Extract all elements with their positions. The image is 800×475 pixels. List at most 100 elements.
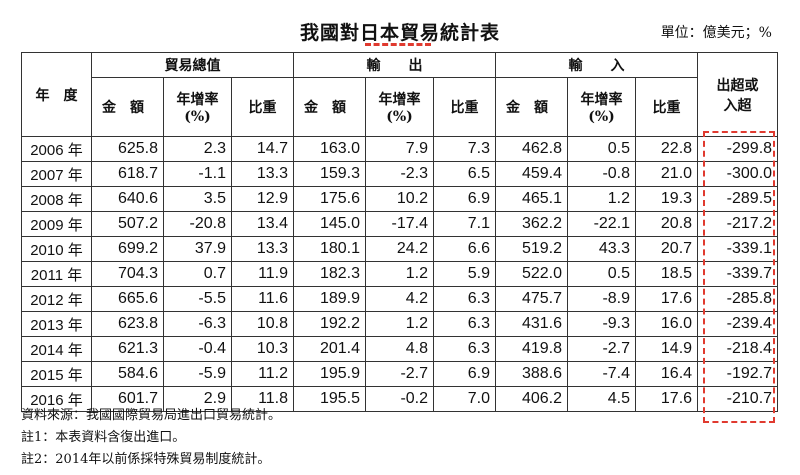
cell-import-amount: 459.4 (495, 161, 569, 187)
cell-year: 2013 年 (21, 311, 92, 337)
header-total-share: 比重 (230, 77, 295, 137)
table-row: 2012 年 665.6 -5.5 11.6 189.9 4.2 6.3 475.7 -8.9 1… (21, 286, 779, 312)
cell-import-amount: 519.2 (495, 236, 569, 262)
cell-total-share: 10.8 (230, 311, 295, 337)
table-row: 2008 年 640.6 3.5 12.9 175.6 10.2 6.9 465.1 1.2 19… (21, 186, 779, 212)
growth-label: 年增率 (176, 92, 219, 108)
header-surplus-line1: 出超或 (716, 77, 759, 94)
header-import-share: 比重 (635, 77, 699, 137)
cell-export-amount: 195.9 (293, 361, 367, 387)
cell-import-amount: 462.8 (495, 136, 569, 162)
unit-label: 單位：億美元；% (660, 25, 772, 41)
cell-total-growth: -6.3 (163, 311, 232, 337)
header-export-amount: 金 額 (293, 77, 367, 137)
trade-table: 年 度 貿易總值 輸 出 輸 入 出超或 入超 金 額 年增率 (%) 比重 金 … (21, 52, 779, 412)
growth-label: 年增率 (378, 92, 421, 108)
cell-export-amount: 201.4 (293, 336, 367, 362)
cell-import-amount: 419.8 (495, 336, 569, 362)
header-export-growth: 年增率 (%) (365, 77, 435, 137)
cell-total-amount: 625.8 (91, 136, 164, 162)
cell-import-growth: -8.9 (567, 286, 637, 312)
cell-export-growth: 4.2 (365, 286, 435, 312)
cell-total-growth: -5.5 (163, 286, 232, 312)
surplus-highlight-box (703, 131, 775, 423)
cell-export-amount: 195.5 (293, 386, 367, 412)
cell-export-amount: 189.9 (293, 286, 367, 312)
cell-total-amount: 699.2 (91, 236, 164, 262)
header-total-growth: 年增率 (%) (163, 77, 232, 137)
cell-import-growth: -0.8 (567, 161, 637, 187)
header-export: 輸 出 (293, 52, 497, 78)
cell-import-amount: 475.7 (495, 286, 569, 312)
table-row: 2009 年 507.2 -20.8 13.4 145.0 -17.4 7.1 362.2 -2… (21, 211, 779, 237)
table-row: 2014 年 621.3 -0.4 10.3 201.4 4.8 6.3 419.8 -2.7 1… (21, 336, 779, 362)
cell-year: 2006 年 (21, 136, 92, 162)
cell-total-amount: 584.6 (91, 361, 164, 387)
cell-import-share: 16.0 (635, 311, 699, 337)
cell-total-growth: 0.7 (163, 261, 232, 287)
cell-year: 2014 年 (21, 336, 92, 362)
header-import: 輸 入 (495, 52, 699, 78)
cell-surplus: -299.8 (697, 136, 779, 162)
cell-total-amount: 665.6 (91, 286, 164, 312)
cell-export-share: 7.0 (433, 386, 497, 412)
cell-total-growth: -1.1 (163, 161, 232, 187)
header-import-amount: 金 額 (495, 77, 569, 137)
cell-export-growth: 7.9 (365, 136, 435, 162)
cell-export-amount: 159.3 (293, 161, 367, 187)
header-year: 年 度 (21, 52, 92, 137)
cell-surplus: -285.8 (697, 286, 779, 312)
cell-total-amount: 618.7 (91, 161, 164, 187)
table-row: 2010 年 699.2 37.9 13.3 180.1 24.2 6.6 519.2 43.3… (21, 236, 779, 262)
note-1: 註1：本表資料含復出進口。 (21, 430, 186, 445)
header-total-amount: 金 額 (91, 77, 164, 137)
cell-export-growth: 24.2 (365, 236, 435, 262)
header-surplus: 出超或 入超 (697, 52, 779, 137)
cell-export-amount: 163.0 (293, 136, 367, 162)
cell-import-share: 18.5 (635, 261, 699, 287)
cell-import-share: 14.9 (635, 336, 699, 362)
cell-total-share: 13.3 (230, 236, 295, 262)
table-row: 2015 年 584.6 -5.9 11.2 195.9 -2.7 6.9 388.6 -7.4… (21, 361, 779, 387)
cell-total-growth: 2.3 (163, 136, 232, 162)
cell-import-share: 20.7 (635, 236, 699, 262)
cell-import-share: 17.6 (635, 386, 699, 412)
cell-export-growth: -2.7 (365, 361, 435, 387)
cell-surplus: -217.2 (697, 211, 779, 237)
cell-total-share: 11.6 (230, 286, 295, 312)
source-note: 資料來源：我國國際貿易局進出口貿易統計。 (21, 408, 282, 423)
table-row: 2011 年 704.3 0.7 11.9 182.3 1.2 5.9 522.0 0.5 18.… (21, 261, 779, 287)
cell-import-share: 16.4 (635, 361, 699, 387)
cell-year: 2012 年 (21, 286, 92, 312)
cell-total-amount: 601.7 (91, 386, 164, 412)
cell-surplus: -289.5 (697, 186, 779, 212)
cell-export-amount: 145.0 (293, 211, 367, 237)
table-row: 2016 年 601.7 2.9 11.8 195.5 -0.2 7.0 406.2 4.5 17… (21, 386, 779, 412)
cell-import-growth: 1.2 (567, 186, 637, 212)
cell-import-amount: 388.6 (495, 361, 569, 387)
cell-total-amount: 640.6 (91, 186, 164, 212)
cell-export-share: 6.3 (433, 311, 497, 337)
cell-export-amount: 180.1 (293, 236, 367, 262)
note-2: 註2：2014年以前係採特殊貿易制度統計。 (21, 452, 271, 467)
cell-surplus: -210.7 (697, 386, 779, 412)
growth-unit: (%) (386, 109, 413, 125)
cell-export-amount: 175.6 (293, 186, 367, 212)
cell-total-share: 14.7 (230, 136, 295, 162)
table-row: 2007 年 618.7 -1.1 13.3 159.3 -2.3 6.5 459.4 -0.8… (21, 161, 779, 187)
cell-total-amount: 621.3 (91, 336, 164, 362)
cell-year: 2008 年 (21, 186, 92, 212)
cell-export-share: 6.5 (433, 161, 497, 187)
table-row: 2006 年 625.8 2.3 14.7 163.0 7.9 7.3 462.8 0.5 22.… (21, 136, 779, 162)
cell-export-share: 6.9 (433, 361, 497, 387)
cell-export-growth: 10.2 (365, 186, 435, 212)
cell-export-growth: 1.2 (365, 311, 435, 337)
cell-import-growth: -9.3 (567, 311, 637, 337)
cell-import-growth: 4.5 (567, 386, 637, 412)
cell-total-growth: -0.4 (163, 336, 232, 362)
cell-import-amount: 465.1 (495, 186, 569, 212)
cell-export-growth: -17.4 (365, 211, 435, 237)
cell-export-amount: 192.2 (293, 311, 367, 337)
cell-import-share: 17.6 (635, 286, 699, 312)
cell-total-share: 11.9 (230, 261, 295, 287)
